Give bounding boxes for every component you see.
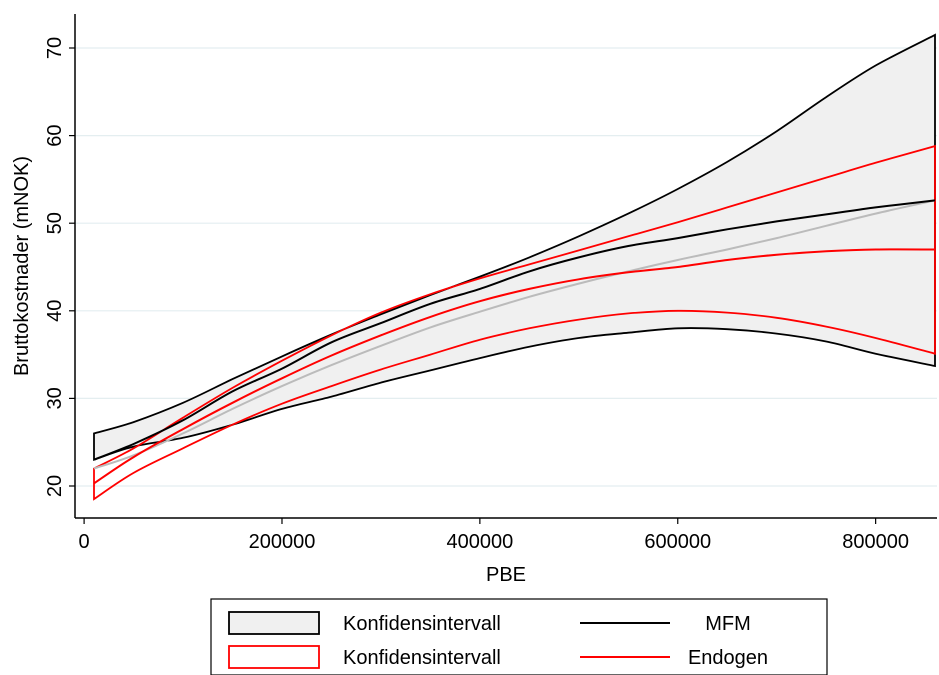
legend-label: Endogen <box>688 647 768 669</box>
series-line-endogen <box>93 248 936 485</box>
x-tick-label: 0 <box>79 531 90 553</box>
confidence-bands <box>93 33 936 501</box>
series-line-mfm <box>93 199 936 461</box>
axes <box>74 14 937 519</box>
x-axis-title: PBE <box>486 564 526 586</box>
legend-label: MFM <box>705 613 751 635</box>
legend-label: Konfidensintervall <box>343 613 501 635</box>
x-tick-label: 800000 <box>842 531 909 553</box>
legend-key-band <box>228 611 320 635</box>
y-axis-title: Bruttokostnader (mNOK) <box>11 156 33 376</box>
x-axis-ticks: 0 200000 400000 600000 800000 <box>79 518 909 553</box>
y-tick-label: 40 <box>44 300 66 322</box>
y-tick-label: 60 <box>44 124 66 146</box>
confidence-band-2 <box>93 144 936 501</box>
plot-area <box>75 33 937 501</box>
series-lines <box>93 199 936 485</box>
x-tick-label: 200000 <box>249 531 316 553</box>
legend-key-band <box>228 645 320 669</box>
legend-label: Konfidensintervall <box>343 647 501 669</box>
y-tick-label: 70 <box>44 37 66 59</box>
y-axis-ticks: 20 30 40 50 60 70 <box>44 37 75 497</box>
legend: Konfidensintervall MFM Konfidensintervall E… <box>210 598 828 675</box>
y-tick-label: 20 <box>44 475 66 497</box>
x-tick-label: 600000 <box>644 531 711 553</box>
x-tick-label: 400000 <box>446 531 513 553</box>
y-tick-label: 30 <box>44 387 66 409</box>
overall-fit-line <box>93 199 936 470</box>
y-tick-label: 50 <box>44 212 66 234</box>
